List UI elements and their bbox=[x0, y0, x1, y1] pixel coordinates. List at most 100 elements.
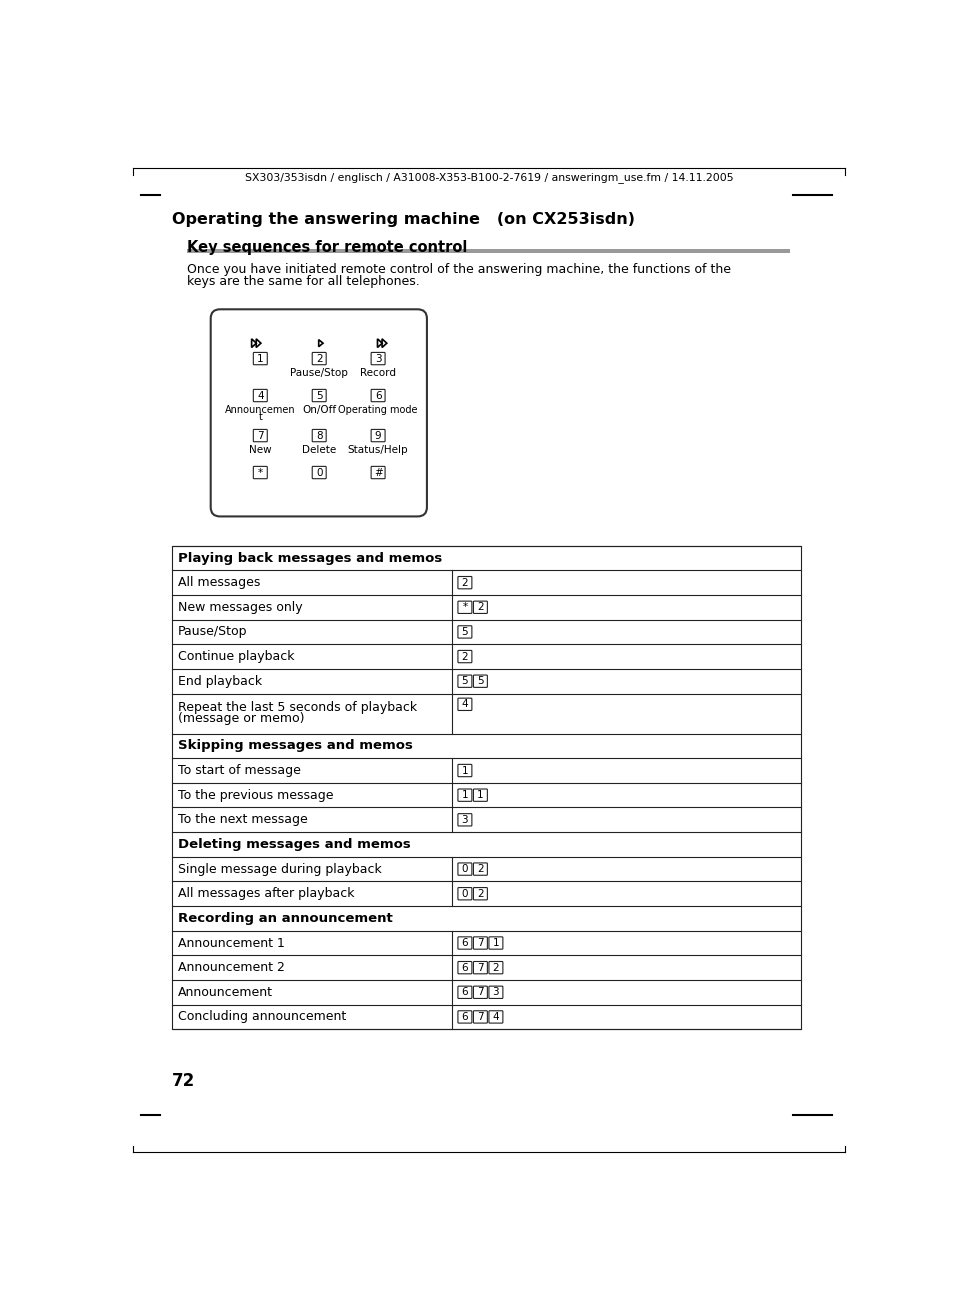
Text: Deleting messages and memos: Deleting messages and memos bbox=[178, 838, 411, 851]
Text: 9: 9 bbox=[375, 430, 381, 440]
FancyBboxPatch shape bbox=[473, 789, 487, 801]
Text: 1: 1 bbox=[461, 791, 468, 800]
Text: 5: 5 bbox=[461, 676, 468, 686]
FancyBboxPatch shape bbox=[457, 601, 472, 613]
Text: Single message during playback: Single message during playback bbox=[178, 863, 381, 876]
FancyBboxPatch shape bbox=[211, 310, 427, 516]
FancyBboxPatch shape bbox=[371, 389, 385, 401]
Text: 5: 5 bbox=[315, 391, 322, 400]
Text: *: * bbox=[462, 603, 467, 612]
Text: Status/Help: Status/Help bbox=[348, 444, 408, 455]
Text: Delete: Delete bbox=[302, 444, 336, 455]
FancyBboxPatch shape bbox=[312, 353, 326, 365]
Text: Announcement 2: Announcement 2 bbox=[178, 961, 285, 974]
Text: 2: 2 bbox=[476, 603, 483, 612]
Text: Record: Record bbox=[359, 367, 395, 378]
FancyBboxPatch shape bbox=[457, 765, 472, 776]
Text: Recording an announcement: Recording an announcement bbox=[178, 912, 393, 925]
FancyBboxPatch shape bbox=[312, 430, 326, 442]
FancyBboxPatch shape bbox=[473, 887, 487, 901]
FancyBboxPatch shape bbox=[253, 389, 267, 401]
Text: 4: 4 bbox=[492, 1012, 498, 1022]
Text: 7: 7 bbox=[476, 1012, 483, 1022]
FancyBboxPatch shape bbox=[312, 467, 326, 478]
Text: 6: 6 bbox=[461, 938, 468, 948]
FancyBboxPatch shape bbox=[457, 698, 472, 711]
Text: Key sequences for remote control: Key sequences for remote control bbox=[187, 240, 467, 255]
Text: New: New bbox=[249, 444, 272, 455]
Text: 5: 5 bbox=[476, 676, 483, 686]
FancyBboxPatch shape bbox=[457, 887, 472, 901]
FancyBboxPatch shape bbox=[488, 985, 502, 999]
FancyBboxPatch shape bbox=[488, 962, 502, 974]
Text: Playing back messages and memos: Playing back messages and memos bbox=[178, 552, 442, 565]
FancyBboxPatch shape bbox=[457, 962, 472, 974]
Text: 6: 6 bbox=[461, 963, 468, 972]
Text: 0: 0 bbox=[461, 864, 468, 874]
Text: 7: 7 bbox=[476, 963, 483, 972]
FancyBboxPatch shape bbox=[457, 937, 472, 949]
FancyBboxPatch shape bbox=[473, 863, 487, 876]
Text: Pause/Stop: Pause/Stop bbox=[178, 626, 248, 638]
Text: 0: 0 bbox=[461, 889, 468, 899]
Text: SX303/353isdn / englisch / A31008-X353-B100-2-7619 / answeringm_use.fm / 14.11.2: SX303/353isdn / englisch / A31008-X353-B… bbox=[244, 173, 733, 183]
Text: 4: 4 bbox=[461, 699, 468, 710]
Text: On/Off: On/Off bbox=[302, 405, 335, 414]
Text: 2: 2 bbox=[476, 864, 483, 874]
Text: End playback: End playback bbox=[178, 674, 262, 687]
Text: Continue playback: Continue playback bbox=[178, 650, 294, 663]
Text: 3: 3 bbox=[461, 814, 468, 825]
Text: (message or memo): (message or memo) bbox=[178, 712, 304, 725]
FancyBboxPatch shape bbox=[457, 626, 472, 638]
Text: Once you have initiated remote control of the answering machine, the functions o: Once you have initiated remote control o… bbox=[187, 263, 731, 276]
FancyBboxPatch shape bbox=[457, 814, 472, 826]
FancyBboxPatch shape bbox=[457, 576, 472, 589]
Text: 6: 6 bbox=[461, 1012, 468, 1022]
Text: 72: 72 bbox=[172, 1072, 195, 1090]
Text: To start of message: To start of message bbox=[178, 765, 301, 778]
Text: Concluding announcement: Concluding announcement bbox=[178, 1010, 346, 1023]
FancyBboxPatch shape bbox=[488, 937, 502, 949]
FancyBboxPatch shape bbox=[457, 651, 472, 663]
Text: 7: 7 bbox=[256, 430, 263, 440]
Text: 7: 7 bbox=[476, 987, 483, 997]
FancyBboxPatch shape bbox=[312, 389, 326, 401]
Text: 2: 2 bbox=[476, 889, 483, 899]
Bar bbox=[187, 250, 790, 254]
FancyBboxPatch shape bbox=[457, 1010, 472, 1023]
Text: Repeat the last 5 seconds of playback: Repeat the last 5 seconds of playback bbox=[178, 702, 416, 714]
Text: 1: 1 bbox=[492, 938, 498, 948]
FancyBboxPatch shape bbox=[253, 430, 267, 442]
Text: Announcement: Announcement bbox=[178, 985, 273, 999]
Text: Operating mode: Operating mode bbox=[338, 405, 417, 414]
Text: 2: 2 bbox=[315, 354, 322, 363]
FancyBboxPatch shape bbox=[473, 962, 487, 974]
Text: keys are the same for all telephones.: keys are the same for all telephones. bbox=[187, 274, 419, 288]
Text: 7: 7 bbox=[476, 938, 483, 948]
Text: Announcement 1: Announcement 1 bbox=[178, 937, 285, 949]
FancyBboxPatch shape bbox=[371, 430, 385, 442]
Text: Announcemen: Announcemen bbox=[225, 405, 295, 414]
Text: New messages only: New messages only bbox=[178, 601, 302, 614]
Text: 6: 6 bbox=[375, 391, 381, 400]
FancyBboxPatch shape bbox=[457, 789, 472, 801]
Text: To the next message: To the next message bbox=[178, 813, 308, 826]
Text: *: * bbox=[257, 468, 263, 477]
Text: #: # bbox=[374, 468, 382, 477]
Text: Skipping messages and memos: Skipping messages and memos bbox=[178, 740, 413, 753]
FancyBboxPatch shape bbox=[253, 353, 267, 365]
Text: 5: 5 bbox=[461, 627, 468, 637]
FancyBboxPatch shape bbox=[371, 467, 385, 478]
Text: 3: 3 bbox=[375, 354, 381, 363]
Text: 1: 1 bbox=[256, 354, 263, 363]
Text: 2: 2 bbox=[461, 652, 468, 661]
FancyBboxPatch shape bbox=[473, 1010, 487, 1023]
FancyBboxPatch shape bbox=[253, 467, 267, 478]
Text: To the previous message: To the previous message bbox=[178, 788, 334, 801]
FancyBboxPatch shape bbox=[473, 937, 487, 949]
Text: 8: 8 bbox=[315, 430, 322, 440]
Text: t: t bbox=[258, 413, 262, 422]
Text: 6: 6 bbox=[461, 987, 468, 997]
FancyBboxPatch shape bbox=[457, 985, 472, 999]
FancyBboxPatch shape bbox=[473, 985, 487, 999]
